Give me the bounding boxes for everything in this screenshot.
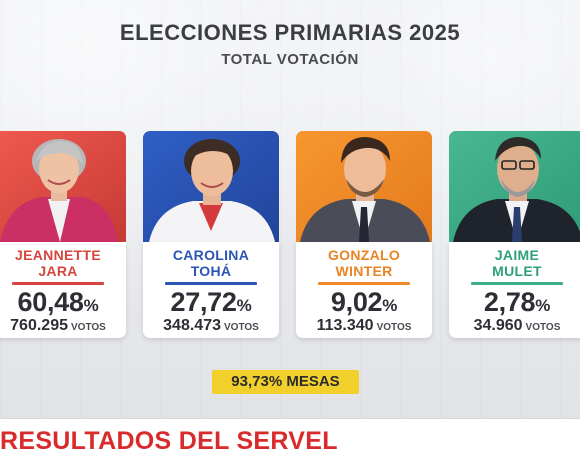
lower-third-text: RESULTADOS DEL SERVEL — [0, 427, 338, 455]
percentage-value: 27,72 — [170, 287, 237, 317]
votes-value: 113.340 — [316, 317, 374, 334]
candidate-last-name: JARA — [38, 263, 78, 279]
candidate-last-name: TOHÁ — [190, 263, 232, 279]
candidate-first-name: CAROLINA — [172, 247, 250, 263]
votes-label: VOTOS — [224, 322, 259, 333]
page-title: ELECCIONES PRIMARIAS 2025 — [119, 20, 461, 45]
percentage-value: 9,02 — [330, 287, 383, 317]
candidate-votes: 348.473 VOTOS — [143, 317, 279, 337]
candidate-photo — [449, 131, 580, 242]
votes-value: 34.960 — [473, 317, 523, 334]
candidate-card-winter: GONZALO WINTER 9,02% 113.340 VOTOS — [296, 131, 432, 338]
candidate-info: CAROLINA TOHÁ 27,72% 348.473 VOTOS — [143, 242, 279, 338]
candidate-photo — [143, 131, 279, 242]
percentage-symbol: % — [535, 296, 551, 315]
candidate-votes: 34.960 VOTOS — [449, 317, 580, 337]
percentage-symbol: % — [382, 296, 398, 315]
candidate-last-name: MULET — [492, 263, 542, 279]
percentage-value: 2,78 — [483, 287, 536, 317]
candidate-percentage: 2,78% — [449, 287, 580, 321]
candidate-photo — [296, 131, 432, 242]
percentage-symbol: % — [83, 296, 99, 315]
percentage-value: 60,48 — [17, 287, 84, 317]
candidate-votes: 113.340 VOTOS — [296, 317, 432, 337]
candidate-card-toha: CAROLINA TOHÁ 27,72% 348.473 VOTOS — [143, 131, 279, 338]
percentage-symbol: % — [236, 296, 252, 315]
votes-value: 760.295 — [10, 317, 68, 334]
votes-label: VOTOS — [376, 322, 412, 333]
candidate-first-name: GONZALO — [327, 247, 401, 263]
candidate-percentage: 60,48% — [0, 287, 126, 321]
candidate-info: JEANNETTE JARA 60,48% 760.295 VOTOS — [0, 242, 126, 338]
candidate-percentage: 27,72% — [143, 287, 279, 321]
candidate-first-name: JAIME — [494, 247, 540, 263]
candidate-info: JAIME MULET 2,78% 34.960 VOTOS — [449, 242, 580, 338]
page-subtitle: TOTAL VOTACIÓN — [221, 51, 359, 68]
candidate-card-mulet: JAIME MULET 2,78% 34.960 VOTOS — [449, 131, 580, 338]
votes-label: VOTOS — [525, 322, 561, 333]
candidate-color-underline — [165, 282, 257, 285]
votes-label: VOTOS — [71, 322, 106, 333]
mesas-badge: 93,73% MESAS — [212, 370, 359, 394]
candidate-photo — [0, 131, 126, 242]
candidate-color-underline — [318, 282, 410, 285]
candidate-color-underline — [471, 282, 563, 285]
candidate-votes: 760.295 VOTOS — [0, 317, 126, 337]
candidate-last-name: WINTER — [335, 263, 393, 279]
candidate-card-jara: JEANNETTE JARA 60,48% 760.295 VOTOS — [0, 131, 126, 338]
candidate-percentage: 9,02% — [296, 287, 432, 321]
candidate-first-name: JEANNETTE — [15, 247, 101, 263]
votes-value: 348.473 — [163, 317, 221, 334]
lower-third-bar: RESULTADOS DEL SERVEL — [0, 418, 580, 460]
candidate-color-underline — [12, 282, 104, 285]
candidate-info: GONZALO WINTER 9,02% 113.340 VOTOS — [296, 242, 432, 338]
